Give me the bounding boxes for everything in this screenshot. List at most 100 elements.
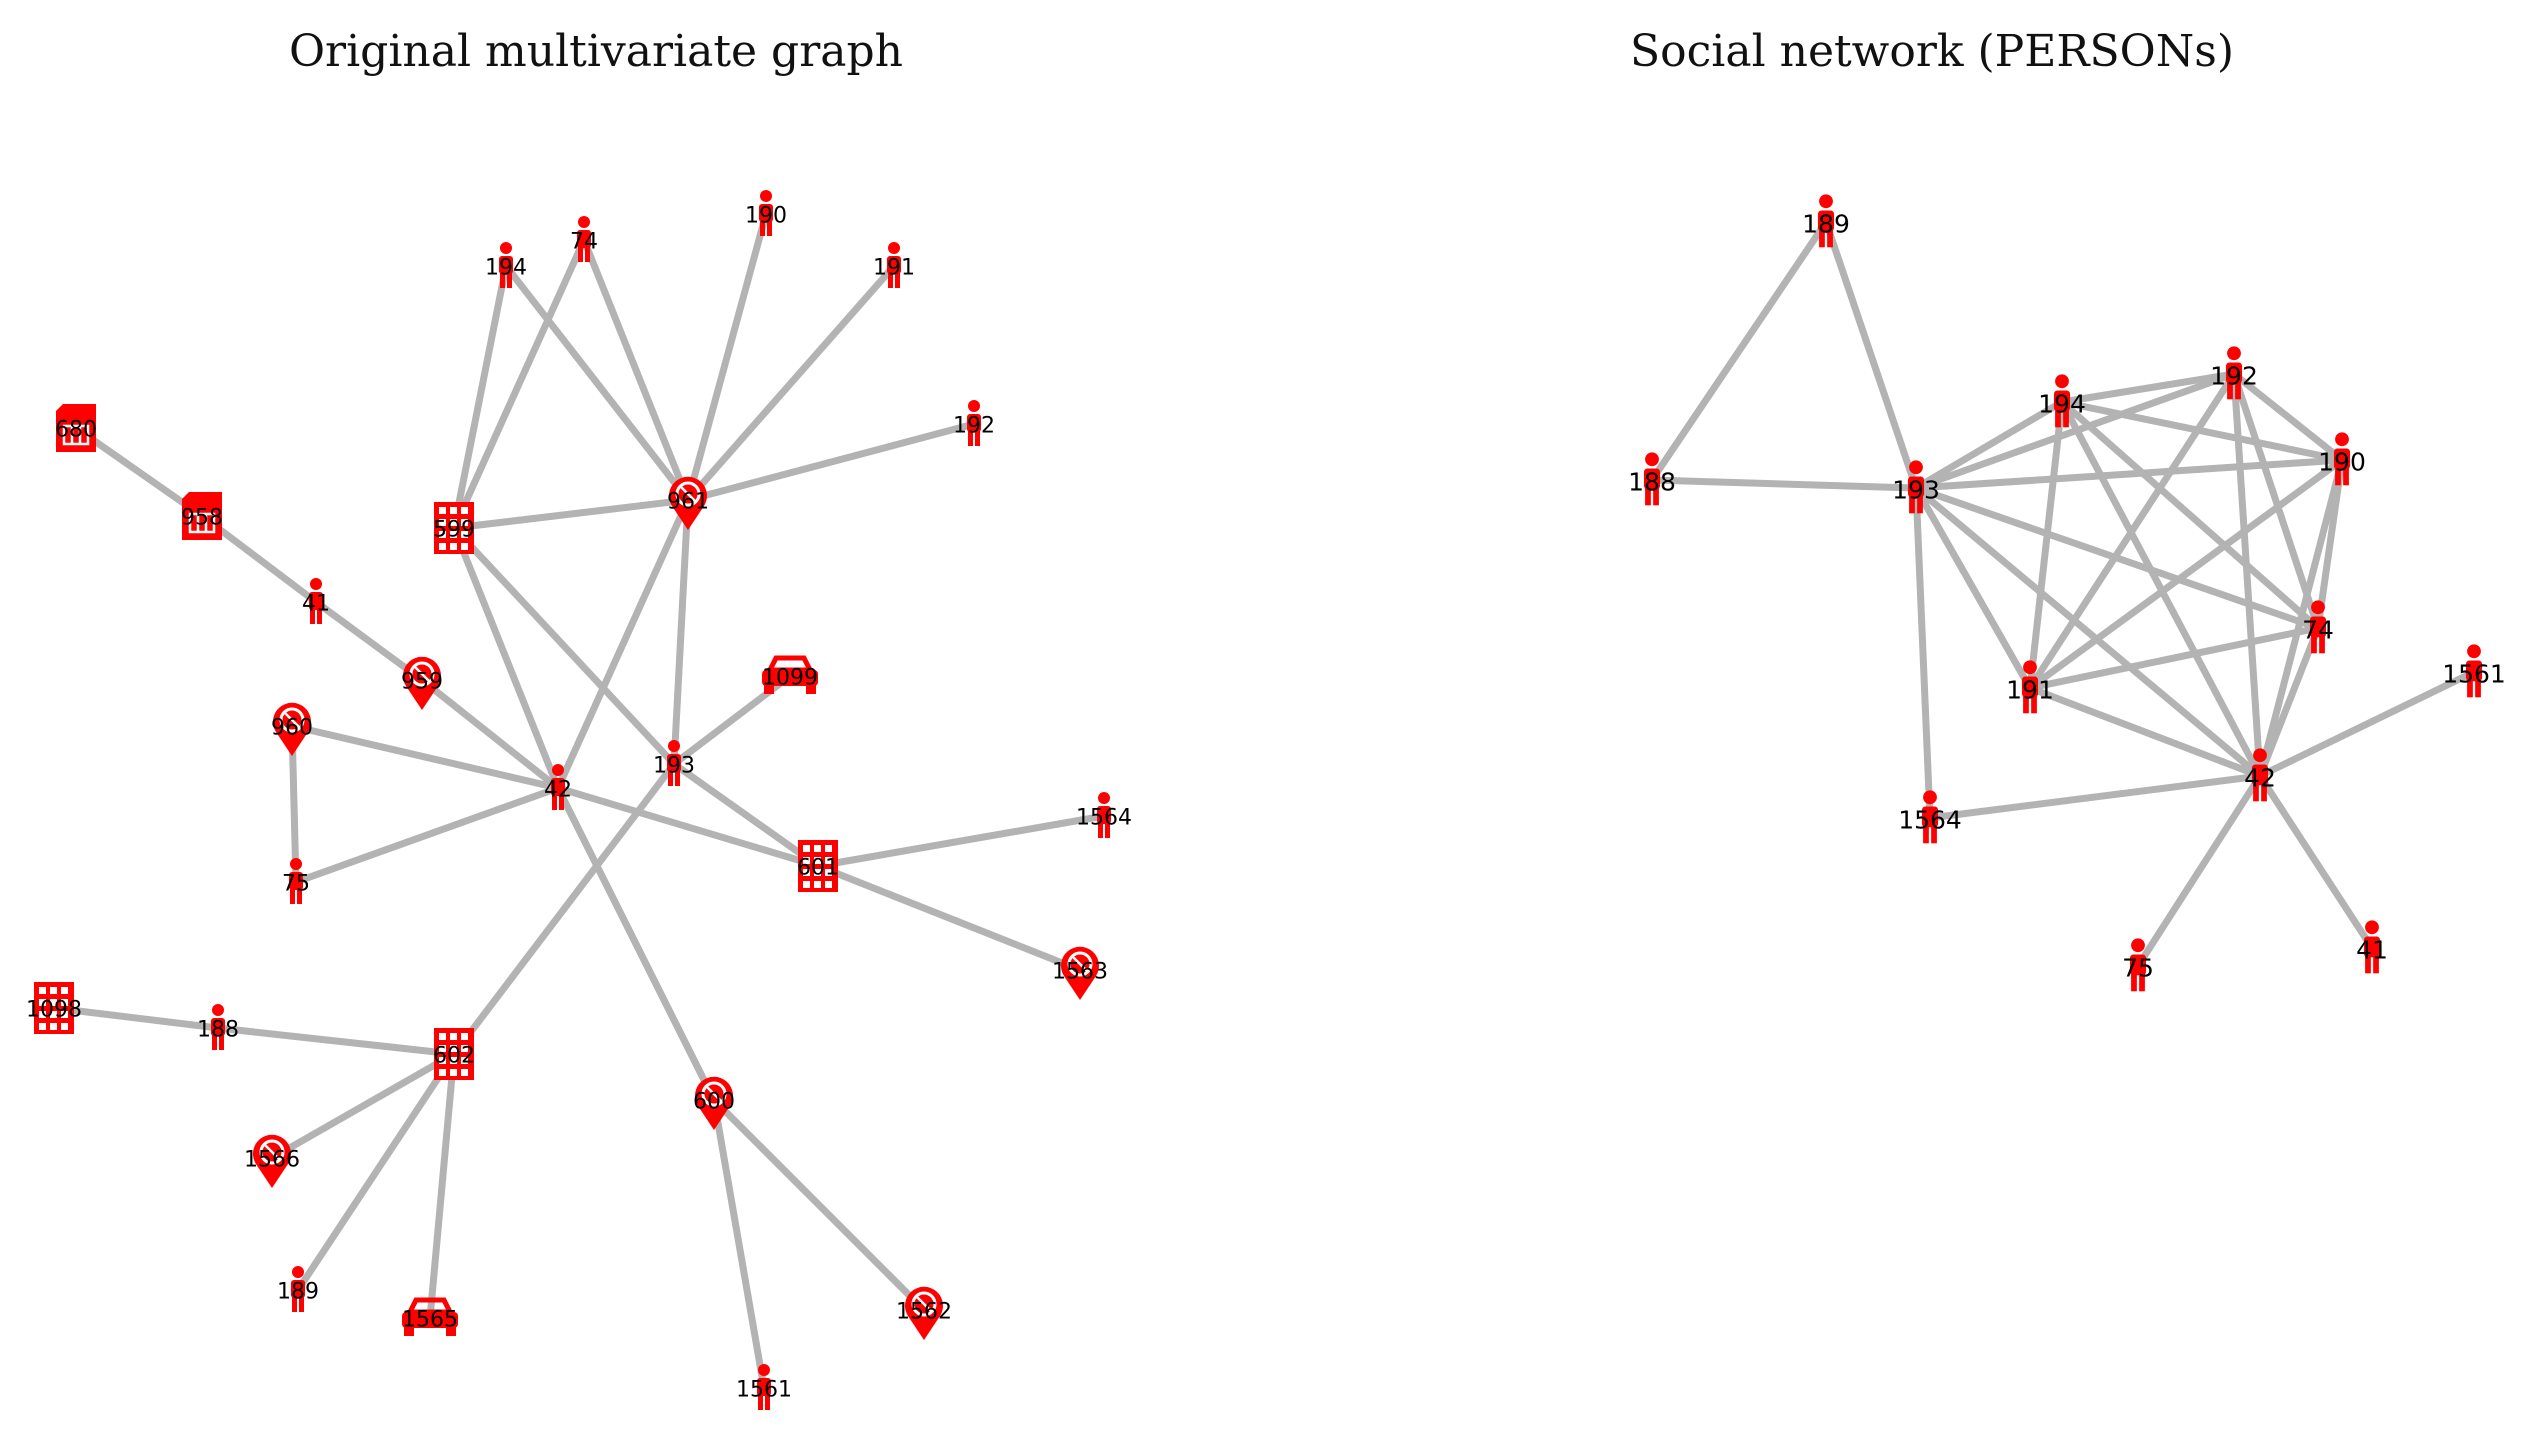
social-node-194[interactable]: 194: [2038, 374, 2086, 428]
multivariate-node-1561[interactable]: 1561: [736, 1364, 792, 1410]
node-label: 601: [797, 856, 839, 881]
social-node-193[interactable]: 193: [1892, 460, 1940, 514]
person-icon: [577, 216, 591, 262]
multivariate-edge-601-1563: [814, 862, 1084, 974]
social-node-42[interactable]: 42: [2244, 748, 2276, 802]
person-icon: [2225, 346, 2243, 400]
social-node-189[interactable]: 189: [1802, 194, 1850, 248]
multivariate-node-192[interactable]: 192: [953, 400, 995, 446]
multivariate-node-1563[interactable]: 1563: [1052, 946, 1108, 1000]
multivariate-edge-602-1566: [268, 1050, 458, 1162]
multivariate-node-190[interactable]: 190: [745, 190, 787, 236]
node-label: 600: [693, 1090, 735, 1115]
multivariate-node-680[interactable]: 680: [55, 404, 97, 452]
multivariate-node-960[interactable]: 960: [271, 702, 313, 756]
multivariate-node-959[interactable]: 959: [401, 656, 443, 710]
social-node-41[interactable]: 41: [2356, 920, 2388, 974]
multivariate-node-188[interactable]: 188: [197, 1004, 239, 1050]
person-icon: [1817, 194, 1835, 248]
node-label: 41: [302, 592, 330, 617]
social-node-188[interactable]: 188: [1628, 452, 1676, 506]
node-label: 189: [1802, 210, 1850, 239]
person-icon: [2363, 920, 2381, 974]
social-node-191[interactable]: 191: [2006, 660, 2054, 714]
social-edge-192-191: [2026, 370, 2238, 692]
multivariate-edge-75-42: [292, 784, 562, 886]
location-pin-icon: [905, 1286, 943, 1340]
node-label: 1562: [896, 1300, 952, 1325]
node-label: 194: [2038, 390, 2086, 419]
multivariate-node-41[interactable]: 41: [302, 578, 330, 624]
multivariate-node-1098[interactable]: 1098: [26, 982, 82, 1034]
multivariate-node-193[interactable]: 193: [653, 740, 695, 786]
social-node-1564[interactable]: 1564: [1898, 790, 1962, 844]
social-edge-193-1564: [1912, 484, 1934, 822]
node-label: 191: [873, 256, 915, 281]
sim-card-icon: [182, 492, 222, 540]
multivariate-node-194[interactable]: 194: [485, 242, 527, 288]
person-icon: [2129, 938, 2147, 992]
multivariate-node-189[interactable]: 189: [277, 1266, 319, 1312]
social-edge-189-193: [1822, 218, 1920, 492]
node-label: 190: [745, 204, 787, 229]
node-label: 1561: [736, 1378, 792, 1403]
person-icon: [1921, 790, 1939, 844]
multivariate-edge-961-193: [670, 496, 692, 768]
social-edge-194-190: [2058, 398, 2346, 464]
multivariate-edge-599-194: [450, 262, 510, 532]
node-label: 189: [277, 1280, 319, 1305]
multivariate-edge-600-1562: [710, 1096, 928, 1314]
social-nodes: 189 188 193 194 192 190 74 191 1561 42 1564 75 41: [1628, 194, 2506, 992]
multivariate-node-601[interactable]: 601: [797, 840, 839, 892]
multivariate-edge-602-189: [294, 1050, 458, 1294]
node-label: 958: [181, 506, 223, 531]
social-node-192[interactable]: 192: [2210, 346, 2258, 400]
person-icon: [2333, 432, 2351, 486]
multivariate-node-42[interactable]: 42: [544, 764, 572, 810]
social-node-74[interactable]: 74: [2302, 600, 2334, 654]
social-node-190[interactable]: 190: [2318, 432, 2366, 486]
social-node-1561[interactable]: 1561: [2442, 644, 2506, 698]
node-label: 1564: [1076, 806, 1132, 831]
node-label: 42: [544, 778, 572, 803]
social-node-75[interactable]: 75: [2122, 938, 2154, 992]
person-icon: [757, 1364, 771, 1410]
multivariate-node-599[interactable]: 599: [433, 502, 475, 554]
multivariate-node-1099[interactable]: 1099: [762, 655, 818, 694]
person-icon: [1907, 460, 1925, 514]
node-label: 1564: [1898, 806, 1962, 835]
multivariate-edge-191-961: [684, 262, 898, 504]
multivariate-node-602[interactable]: 602: [433, 1028, 475, 1080]
location-pin-icon: [273, 702, 311, 756]
social-edge-193-194: [1912, 398, 2066, 492]
multivariate-node-1564[interactable]: 1564: [1076, 792, 1132, 838]
social-edge-42-41: [2256, 772, 2376, 952]
multivariate-node-1562[interactable]: 1562: [896, 1286, 952, 1340]
multivariate-node-961[interactable]: 961: [667, 476, 709, 530]
multivariate-node-191[interactable]: 191: [873, 242, 915, 288]
multivariate-nodes: 680 958 41 959 960 75 42 599 194 74 190 191 192 961 10…: [26, 190, 1132, 1410]
person-icon: [2309, 600, 2327, 654]
social-edge-42-75: [2134, 772, 2264, 970]
multivariate-edge-959-42: [418, 676, 562, 792]
multivariate-node-75[interactable]: 75: [282, 858, 310, 904]
multivariate-node-600[interactable]: 600: [693, 1076, 735, 1130]
node-label: 1561: [2442, 660, 2506, 689]
location-pin-icon: [253, 1134, 291, 1188]
person-icon: [2465, 644, 2483, 698]
multivariate-node-1566[interactable]: 1566: [244, 1134, 300, 1188]
location-pin-icon: [695, 1076, 733, 1130]
multivariate-edge-599-961: [450, 496, 692, 532]
multivariate-node-958[interactable]: 958: [181, 492, 223, 540]
multivariate-edge-599-42: [450, 524, 562, 792]
social-edge-193-42: [1912, 484, 2264, 780]
social-edge-191-42: [2026, 684, 2264, 780]
social-edges: [1648, 218, 2478, 970]
person-icon: [967, 400, 981, 446]
multivariate-node-1565[interactable]: 1565: [402, 1297, 458, 1336]
node-label: 190: [2318, 448, 2366, 477]
node-label: 191: [2006, 676, 2054, 705]
social-edge-192-190: [2230, 370, 2346, 464]
multivariate-node-74[interactable]: 74: [570, 216, 598, 262]
